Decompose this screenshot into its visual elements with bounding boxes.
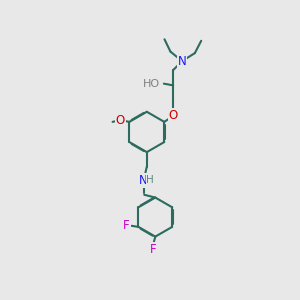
Text: N: N [178,55,187,68]
Text: N: N [139,174,148,187]
Text: O: O [169,110,178,122]
Text: O: O [116,114,125,127]
Text: HO: HO [143,79,160,89]
Text: F: F [150,243,157,256]
Text: H: H [146,175,154,185]
Text: F: F [123,219,130,232]
